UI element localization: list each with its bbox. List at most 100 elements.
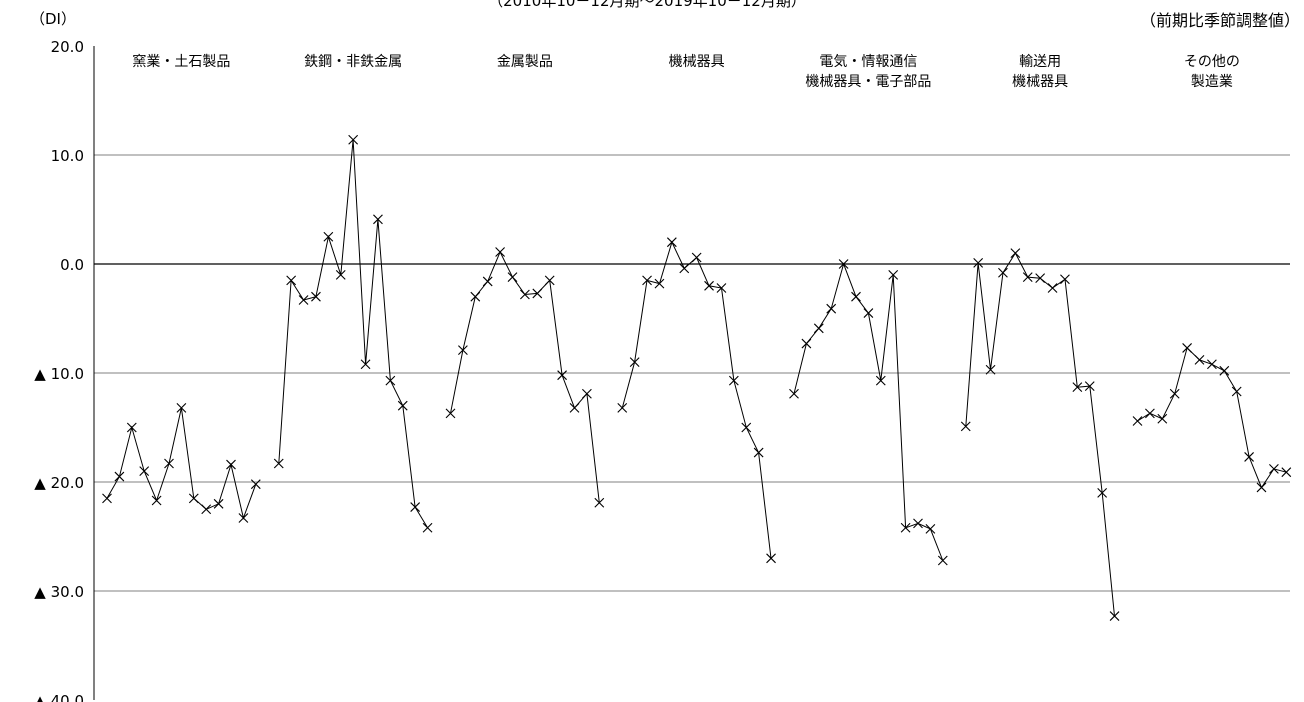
y-tick-label-0: 20.0 — [51, 38, 84, 56]
category-label-6-line-0: その他の — [1184, 54, 1240, 70]
data-point-4-7 — [875, 375, 886, 386]
data-point-3-10 — [741, 422, 752, 433]
data-point-2-8 — [544, 275, 555, 286]
data-point-1-3 — [311, 291, 321, 302]
category-labels: 窯業・土石製品 鉄鋼・非鉄金属 金属製品 機械器具 電気・情報通信機械器具・電子部品輸送… — [132, 53, 1240, 90]
data-point-6-3 — [1169, 388, 1180, 399]
data-point-3-5 — [679, 263, 690, 274]
category-label-4-line-1: 機械器具・電子部品 — [805, 74, 931, 90]
data-point-3-7 — [704, 280, 714, 291]
data-point-4-10 — [913, 518, 923, 529]
data-point-1-2 — [298, 295, 309, 305]
data-point-0-1 — [114, 471, 125, 482]
data-point-6-12 — [1281, 467, 1292, 478]
data-point-3-4 — [666, 237, 677, 248]
series-line-6 — [1137, 346, 1287, 489]
data-point-5-9 — [1072, 382, 1083, 393]
data-point-5-0 — [960, 421, 971, 432]
data-point-3-11 — [753, 447, 764, 458]
y-tick-label-5: ▲ 30.0 — [34, 583, 84, 601]
data-point-1-7 — [360, 359, 371, 370]
data-point-2-11 — [582, 388, 592, 399]
data-point-5-2 — [985, 364, 996, 375]
data-point-0-3 — [139, 466, 150, 476]
data-point-1-9 — [385, 375, 396, 386]
data-point-6-11 — [1269, 464, 1279, 474]
data-point-0-8 — [201, 504, 212, 515]
data-point-3-0 — [617, 402, 628, 413]
data-point-6-9 — [1244, 452, 1254, 462]
seasonal-adjustment-note: （前期比季節調整値） — [1140, 11, 1300, 30]
y-unit-label: （DI） — [30, 10, 76, 28]
data-point-1-5 — [335, 270, 346, 280]
data-point-6-2 — [1157, 413, 1168, 424]
data-point-6-7 — [1219, 365, 1230, 376]
data-point-0-4 — [151, 495, 162, 506]
data-point-4-2 — [813, 323, 824, 334]
y-tick-label-2: 0.0 — [60, 256, 84, 274]
series-line-2 — [450, 250, 600, 503]
category-label-5-line-1: 機械器具 — [1012, 74, 1068, 90]
data-point-0-5 — [164, 458, 174, 469]
series-line-4 — [793, 262, 944, 561]
data-point-3-3 — [654, 278, 665, 289]
data-point-0-2 — [126, 422, 137, 433]
data-point-1-6 — [348, 134, 359, 145]
data-point-0-7 — [188, 493, 199, 504]
data-point-2-7 — [532, 288, 543, 299]
category-label-0-line-0: 窯業・土石製品 — [132, 53, 230, 70]
data-point-1-1 — [286, 275, 297, 286]
data-point-3-1 — [629, 357, 640, 367]
data-point-4-3 — [826, 303, 837, 314]
data-point-0-9 — [213, 498, 224, 509]
data-point-2-4 — [495, 247, 505, 257]
y-tick-label-1: 10.0 — [51, 147, 84, 165]
data-point-6-10 — [1256, 482, 1267, 493]
data-point-4-9 — [900, 522, 911, 533]
data-point-4-11 — [925, 523, 936, 534]
category-label-3-line-0: 機械器具 — [669, 54, 725, 70]
data-point-2-9 — [557, 370, 567, 381]
data-point-2-10 — [569, 402, 580, 413]
data-point-5-5 — [1022, 272, 1033, 282]
data-point-5-8 — [1060, 274, 1070, 285]
data-point-1-4 — [323, 231, 334, 242]
y-tick-label-6: ▲ 40.0 — [34, 692, 84, 702]
data-point-0-12 — [250, 479, 261, 490]
data-point-2-12 — [594, 497, 605, 508]
data-point-4-6 — [863, 308, 874, 318]
data-point-6-8 — [1231, 386, 1242, 397]
data-point-1-0 — [273, 458, 284, 469]
data-point-0-0 — [102, 493, 112, 504]
data-point-5-10 — [1084, 381, 1095, 391]
data-point-5-11 — [1097, 488, 1108, 498]
data-point-6-4 — [1182, 343, 1192, 353]
data-point-6-1 — [1145, 408, 1155, 419]
data-point-3-12 — [766, 553, 776, 564]
data-point-5-6 — [1035, 273, 1046, 284]
data-point-6-6 — [1207, 359, 1217, 370]
gridlines — [94, 154, 1290, 592]
data-point-2-5 — [507, 272, 518, 282]
data-point-4-0 — [789, 388, 799, 399]
data-point-4-12 — [937, 555, 948, 566]
data-point-1-10 — [397, 400, 408, 411]
data-point-3-6 — [691, 252, 702, 263]
data-point-6-5 — [1194, 355, 1205, 365]
y-tick-label-4: ▲ 20.0 — [34, 474, 84, 492]
y-tick-label-3: ▲ 10.0 — [34, 365, 84, 383]
data-point-4-5 — [851, 291, 861, 302]
category-label-2-line-0: 金属製品 — [497, 54, 553, 70]
data-point-3-9 — [728, 375, 739, 386]
data-point-5-4 — [1010, 248, 1021, 258]
data-point-4-8 — [888, 270, 899, 280]
series-line-1 — [278, 139, 429, 529]
data-point-0-6 — [176, 402, 187, 413]
series-line-3 — [621, 240, 772, 559]
data-point-4-1 — [801, 338, 812, 349]
data-point-0-11 — [238, 513, 249, 523]
data-point-6-0 — [1132, 416, 1143, 426]
data-point-2-2 — [470, 291, 481, 302]
data-point-1-8 — [373, 214, 383, 225]
